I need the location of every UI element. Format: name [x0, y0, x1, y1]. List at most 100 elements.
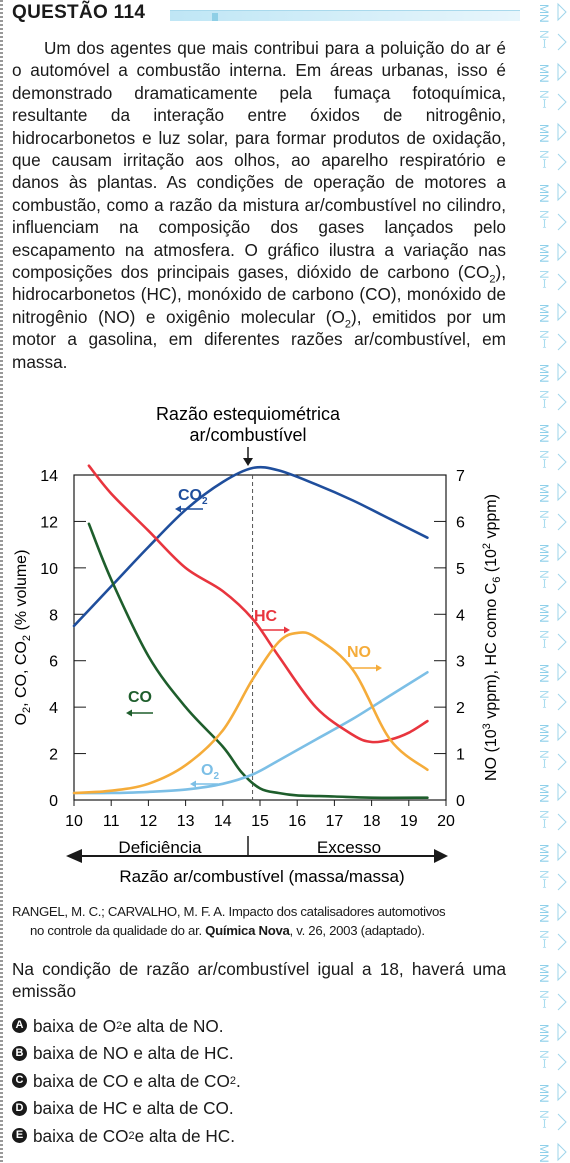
option-text: baixa de HC e alta de CO.	[33, 1098, 234, 1119]
series-label-o2: O2	[201, 762, 219, 782]
x-axis-label: Razão ar/combustível (massa/massa)	[119, 867, 404, 886]
series-label-co: CO	[128, 689, 152, 706]
option-letter-badge: E	[12, 1128, 27, 1144]
deficiency-label: Deficiência	[118, 838, 202, 857]
x-tick-label: 18	[363, 813, 381, 830]
option-letter-badge: B	[12, 1045, 27, 1061]
left-border-rule	[0, 0, 3, 1163]
y-left-tick-label: 12	[40, 514, 58, 531]
option-text: e alta de HC.	[134, 1125, 235, 1146]
question-header: QUESTÃO 114	[12, 2, 520, 28]
x-tick-label: 13	[177, 813, 195, 830]
emissions-chart: Razão estequiométrica ar/combustível 10 1…	[13, 404, 503, 886]
y-right-tick-label: 0	[456, 793, 465, 810]
y-left-axis-label: O2, CO, CO2 (% volume)	[13, 550, 33, 726]
axis-label-part: (10	[483, 549, 500, 577]
co2-curve	[72, 465, 429, 628]
axis-label-part: O	[13, 713, 30, 725]
option-text: baixa de NO e alta de HC.	[33, 1043, 234, 1064]
x-tick-label: 11	[103, 813, 120, 830]
source-text: no controle da qualidade do ar.	[30, 923, 206, 938]
source-line2: no controle da qualidade do ar. Química …	[12, 921, 510, 940]
series-label-co2: CO2	[178, 487, 208, 507]
chart-top-label-line1: Razão estequiométrica	[156, 404, 341, 424]
series-arrowhead	[376, 664, 382, 672]
axis-label-subscript: 6	[491, 577, 503, 583]
y-right-tick-label: 3	[456, 654, 465, 671]
plot-frame	[73, 474, 447, 801]
x-tick-label: 10	[65, 813, 83, 830]
deficiency-excess-arrow	[66, 836, 448, 863]
x-tick-label: 14	[214, 813, 232, 830]
axis-label-subscript: 2	[21, 707, 33, 713]
x-tick-label: 19	[400, 813, 418, 830]
x-tick-label: 20	[437, 813, 455, 830]
series-label-text: HC	[254, 608, 278, 625]
series-label-subscript: 2	[202, 496, 208, 507]
axis-label-superscript: 2	[481, 543, 493, 549]
x-tick-label: 17	[326, 813, 344, 830]
question-title: QUESTÃO 114	[12, 2, 146, 23]
y-left-tick-label: 10	[40, 561, 58, 578]
intro-text: ), emitidos por um motor a gasolina, em …	[12, 306, 506, 372]
axis-label-subscript: 2	[21, 635, 33, 641]
y-right-tick-label: 6	[456, 514, 465, 531]
y-right-tick-label: 5	[456, 561, 465, 578]
axis-label-part: vppm), HC como C	[483, 583, 500, 723]
intro-subscript: 2	[344, 318, 351, 331]
y-right-tick-label: 1	[456, 747, 465, 764]
source-text: , v. 26, 2003 (adaptado).	[289, 923, 426, 938]
y-left-tick-label: 8	[49, 607, 58, 624]
stoichiometric-arrow	[243, 447, 253, 466]
o2-curve	[72, 671, 429, 795]
series-arrowhead	[126, 709, 132, 717]
option-letter-badge: D	[12, 1100, 27, 1116]
option-text: .	[235, 1070, 241, 1091]
y-right-axis-label: NO (103 vppm), HC como C6 (102 vppm)	[481, 494, 503, 781]
no-curve	[72, 631, 429, 795]
axis-label-part: , CO, CO	[13, 641, 30, 707]
y-left-tick-label: 0	[49, 793, 58, 810]
series-label-subscript: 2	[213, 771, 219, 782]
y-right-tick-label: 2	[456, 700, 465, 717]
header-decorative-bar	[170, 10, 520, 21]
option-text: e alta de NO.	[122, 1015, 224, 1036]
y-left-tick-label: 14	[40, 468, 58, 485]
series-label-no: NO	[347, 644, 371, 661]
series-label-hc: HC	[254, 608, 278, 625]
chart-top-label-line2: ar/combustível	[189, 425, 306, 445]
excess-label: Excesso	[317, 838, 381, 857]
x-tick-label: 15	[251, 813, 269, 830]
y-right-tick-label: 7	[456, 468, 465, 485]
x-tick-label: 16	[288, 813, 306, 830]
intro-text: Um dos agentes que mais contribui para a…	[12, 38, 506, 283]
axis-label-part: (% volume)	[13, 550, 30, 635]
option-letter-badge: C	[12, 1073, 27, 1089]
series-arrowhead	[284, 626, 290, 634]
axis-label-part: NO (10	[483, 729, 500, 781]
intro-text: ), hidrocarbonetos (HC), monóxido de car…	[12, 262, 506, 327]
series-arrowhead	[190, 780, 196, 788]
option-letter-badge: A	[12, 1018, 27, 1034]
option-text: baixa de CO	[33, 1125, 129, 1146]
axis-label-part: vppm)	[483, 494, 500, 543]
source-journal: Química Nova	[205, 923, 290, 938]
option-text: baixa de O	[33, 1015, 117, 1036]
axis-label-superscript: 3	[481, 723, 493, 729]
decorative-side-pattern: MN Nꟷ	[534, 0, 570, 1163]
plot-area: 10 11 12 13 14 15 16 17 18 19 20024681012140123456…	[13, 464, 503, 830]
y-left-tick-label: 4	[49, 700, 58, 717]
x-tick-label: 12	[140, 813, 158, 830]
series-label-text: O	[201, 762, 213, 779]
series-label-text: CO	[128, 689, 152, 706]
y-left-tick-label: 2	[49, 747, 58, 764]
y-left-tick-label: 6	[49, 654, 58, 671]
co-curve	[87, 522, 429, 800]
question-text: Um dos agentes que mais contribui para a…	[12, 37, 506, 373]
option-text: baixa de CO e alta de CO	[33, 1070, 230, 1091]
